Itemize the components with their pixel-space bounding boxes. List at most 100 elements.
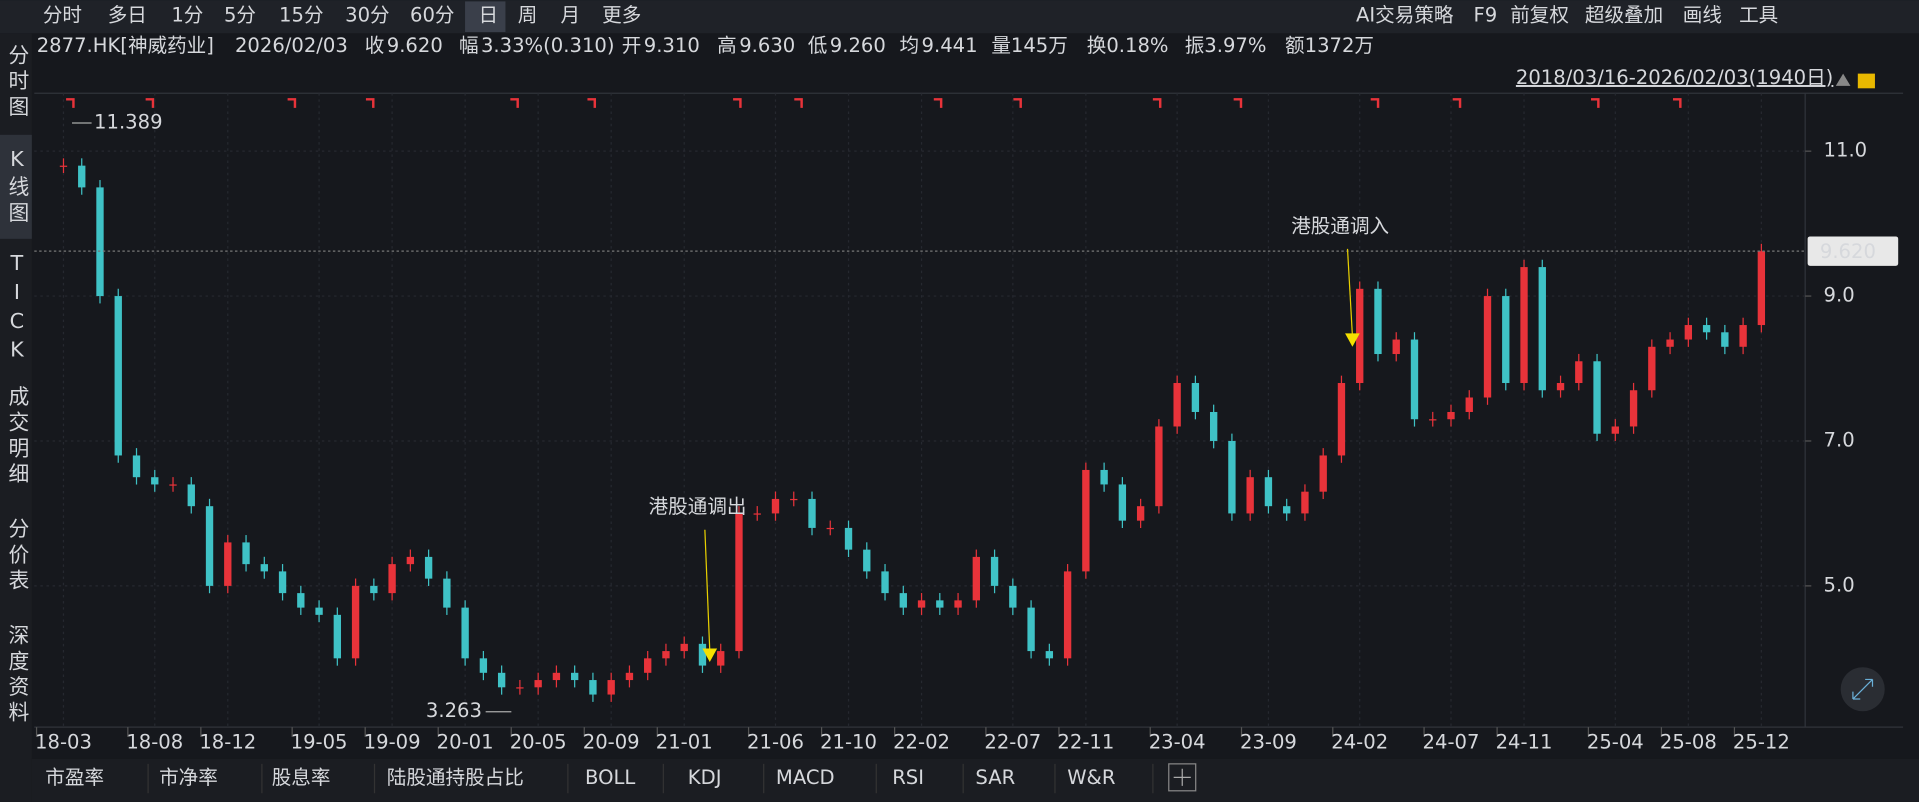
candle: [351, 585, 360, 659]
event-flags: [66, 98, 1682, 108]
candle: [388, 564, 396, 594]
candle: [1191, 383, 1200, 412]
indicator-tab[interactable]: 陆股通持股占比: [387, 766, 524, 789]
info-change: 3.33%(0.310): [481, 34, 615, 57]
sidebar-tab[interactable]: 成交明细: [5, 386, 29, 489]
flag: [66, 98, 75, 108]
candle: [1502, 296, 1510, 384]
candle: [1739, 325, 1747, 347]
y-tick-label: 7.0: [1824, 428, 1855, 451]
x-tick-label: 18-12: [199, 731, 256, 754]
sidebar-tab[interactable]: TICK: [5, 251, 29, 367]
flag: [733, 98, 742, 108]
period-tab[interactable]: 30分: [345, 4, 389, 27]
indicator-tab[interactable]: 股息率: [272, 766, 331, 789]
indicator-tab[interactable]: SAR: [975, 766, 1015, 789]
candle: [954, 600, 962, 608]
x-tick-label: 21-01: [656, 731, 713, 754]
indicator-tab[interactable]: RSI: [892, 766, 924, 789]
y-tick-label: 9.0: [1824, 284, 1855, 307]
period-tab[interactable]: 周: [518, 4, 538, 27]
indicator-tab[interactable]: W&R: [1067, 766, 1116, 789]
candle: [808, 498, 816, 528]
period-tab[interactable]: 日: [479, 4, 499, 27]
candle: [698, 643, 707, 666]
candle: [1063, 571, 1072, 659]
period-tab[interactable]: 分时: [43, 4, 82, 27]
indicator-tab[interactable]: MACD: [776, 766, 835, 789]
candle: [1319, 455, 1327, 492]
period-tab[interactable]: 更多: [602, 4, 641, 27]
sidebar-tab[interactable]: K线图: [5, 147, 29, 227]
flag: [1673, 98, 1682, 108]
x-tick-label: 25-12: [1733, 731, 1790, 754]
candle: [242, 542, 250, 565]
candle: [315, 607, 323, 615]
candle: [1209, 411, 1218, 441]
range-dropdown[interactable]: [1835, 73, 1851, 86]
candle: [278, 571, 287, 594]
candle: [1027, 607, 1035, 652]
tool-button[interactable]: F9: [1474, 4, 1498, 27]
indicator-tab[interactable]: 市净率: [159, 766, 218, 789]
sidebar-tab[interactable]: 深度资料: [5, 624, 29, 727]
x-tick-label: 23-09: [1240, 731, 1297, 754]
period-tab[interactable]: 15分: [279, 4, 324, 27]
candle: [1118, 484, 1127, 521]
candle: [570, 672, 579, 681]
candle: [1136, 506, 1145, 521]
period-tab[interactable]: 月: [561, 4, 581, 27]
candle: [1392, 339, 1400, 355]
candle: [1702, 325, 1711, 333]
flag: [145, 98, 155, 108]
date-range[interactable]: 2018/03/16-2026/02/03(1940日): [1516, 66, 1833, 89]
tool-button[interactable]: 画线: [1683, 4, 1722, 27]
info-high: 9.630: [739, 34, 795, 57]
x-tick-label: 20-09: [583, 731, 640, 754]
candle: [461, 607, 469, 659]
candle: [771, 498, 780, 514]
tool-button[interactable]: AI交易策略: [1356, 4, 1454, 27]
sidebar-tab[interactable]: 分价表: [5, 518, 29, 595]
candle: [917, 600, 926, 608]
x-tick-label: 18-03: [35, 731, 92, 754]
candle: [1684, 325, 1693, 340]
info-avg-key: 均: [900, 34, 920, 57]
candle: [205, 506, 214, 586]
flag: [365, 98, 375, 108]
sidebar-active: [0, 134, 32, 239]
tool-button[interactable]: 工具: [1739, 4, 1778, 27]
candle: [370, 585, 378, 594]
period-tab[interactable]: 5分: [224, 4, 256, 27]
indicator-tab[interactable]: 市盈率: [45, 766, 104, 789]
sidebar-tab[interactable]: 分时图: [5, 44, 29, 121]
candle: [990, 556, 999, 586]
period-tab[interactable]: 60分: [410, 4, 454, 27]
indicator-tab[interactable]: BOLL: [585, 766, 635, 789]
flag: [1452, 98, 1462, 108]
candle: [1009, 585, 1017, 608]
candle: [187, 484, 195, 507]
period-tab[interactable]: 1分: [171, 4, 203, 27]
x-tick-label: 25-08: [1660, 731, 1717, 754]
candle: [552, 672, 561, 681]
candle: [881, 571, 889, 594]
tool-button[interactable]: 前复权: [1510, 4, 1569, 27]
period-tab[interactable]: 多日: [108, 4, 147, 27]
info-close: 9.620: [387, 34, 443, 57]
indicator-tab[interactable]: KDJ: [688, 766, 722, 789]
extreme-label: 11.389: [94, 110, 163, 133]
candle: [224, 542, 232, 586]
candle: [826, 527, 834, 530]
candle: [114, 296, 122, 456]
candle: [497, 672, 506, 688]
x-tick-label: 24-11: [1496, 731, 1553, 754]
flag: [1233, 98, 1243, 108]
add-tab[interactable]: [1168, 763, 1197, 792]
tool-button[interactable]: 超级叠加: [1585, 4, 1663, 27]
info-low: 9.260: [830, 34, 886, 57]
info-high-key: 高: [717, 34, 737, 57]
flag: [1591, 98, 1600, 108]
candle: [790, 498, 798, 501]
